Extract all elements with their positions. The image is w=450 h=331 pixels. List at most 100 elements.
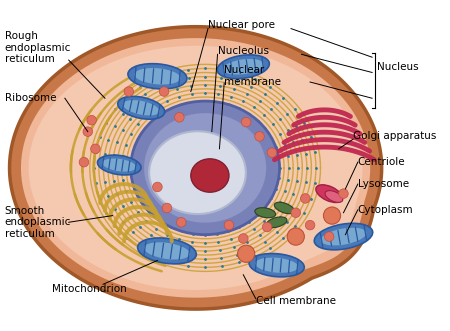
Ellipse shape [224,220,234,230]
Point [311,150,318,155]
Point [176,237,183,242]
Point [189,91,196,97]
Point [236,260,243,265]
Ellipse shape [267,148,277,157]
Point [122,188,129,194]
Point [227,237,234,242]
Point [127,199,134,205]
Point [143,218,150,223]
Point [101,151,108,156]
Point [291,224,298,229]
Ellipse shape [130,101,279,235]
Text: Nuclear pore: Nuclear pore [208,20,275,30]
Point [284,177,291,182]
Point [100,165,107,170]
Point [130,101,137,106]
Point [225,102,232,107]
Point [112,107,119,112]
Ellipse shape [274,202,294,214]
Point [267,107,274,112]
Point [230,86,237,91]
Text: Rough
endoplasmic
reticulum: Rough endoplasmic reticulum [5,31,71,64]
Point [202,90,209,96]
Point [298,137,306,142]
Point [119,219,126,224]
Point [103,211,110,216]
Ellipse shape [339,189,348,198]
Point [217,256,225,261]
Point [136,224,143,229]
Point [251,226,258,231]
Point [167,260,175,265]
Point [151,254,158,259]
Point [147,98,154,103]
Point [202,98,209,104]
Ellipse shape [144,113,266,223]
Ellipse shape [266,217,287,228]
Point [230,244,237,250]
Point [142,91,149,97]
Point [254,118,261,123]
Point [190,231,197,236]
Point [233,252,240,257]
Ellipse shape [316,185,342,203]
Point [170,78,177,84]
Point [126,214,134,219]
Point [262,205,269,210]
Point [190,99,197,105]
Point [311,181,318,186]
Point [261,218,268,223]
Point [284,154,291,159]
Point [235,225,243,230]
Point [134,121,141,126]
Point [243,239,251,245]
Point [119,127,126,133]
Point [147,232,154,238]
Point [153,105,160,110]
Point [303,165,310,170]
Point [268,196,275,201]
Point [113,140,121,145]
Point [269,121,276,126]
Point [202,74,209,79]
Point [235,106,243,111]
Point [219,263,226,269]
Point [159,239,166,245]
Ellipse shape [291,208,301,217]
Point [225,229,232,234]
Point [136,85,144,90]
Point [158,111,165,117]
Ellipse shape [223,59,264,75]
Ellipse shape [123,100,159,116]
Point [168,106,175,111]
Text: Lysosome: Lysosome [358,179,409,189]
Point [267,246,274,251]
Point [280,236,287,241]
Point [96,196,104,201]
Ellipse shape [153,182,162,192]
Point [136,107,143,112]
Ellipse shape [217,55,270,79]
Ellipse shape [324,207,341,224]
Ellipse shape [241,117,251,127]
Point [131,145,138,150]
Ellipse shape [124,87,134,96]
Point [202,66,209,71]
Ellipse shape [314,223,373,250]
Point [179,229,186,234]
Point [294,165,302,170]
Point [307,196,314,201]
Point [298,193,306,199]
Ellipse shape [238,245,255,262]
Point [248,84,255,89]
Text: Nucleolus: Nucleolus [217,46,269,56]
Point [293,178,300,183]
Point [239,98,247,104]
Point [143,112,150,118]
Ellipse shape [90,144,100,154]
Point [252,77,259,82]
Point [149,118,156,123]
Text: Nucleus: Nucleus [377,62,418,72]
Point [243,91,251,96]
Point [202,232,209,237]
